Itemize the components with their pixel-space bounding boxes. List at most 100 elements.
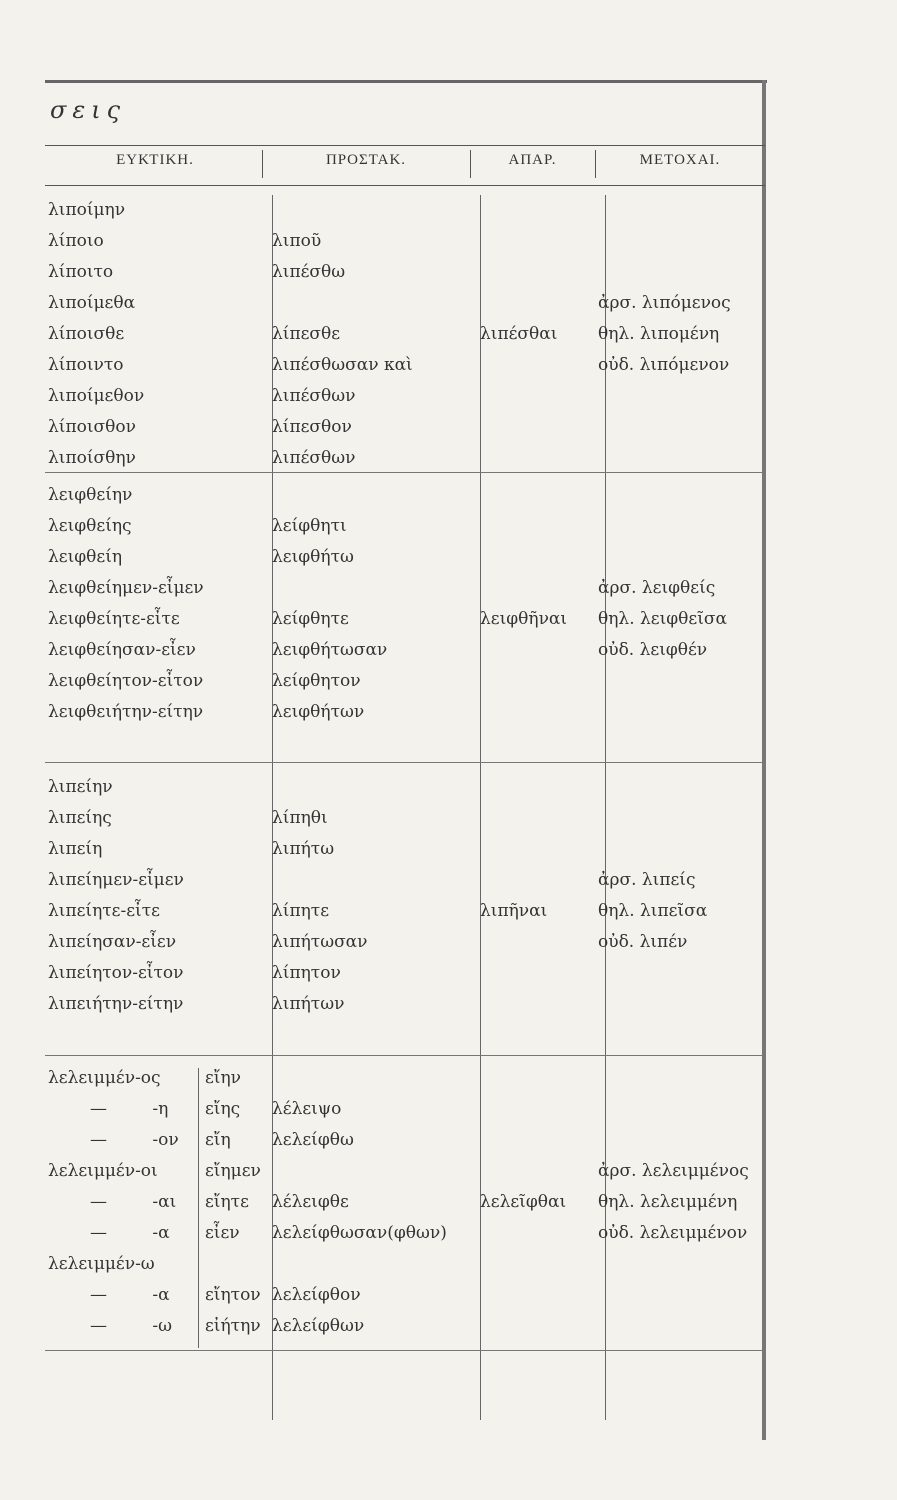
cell-opt2: εἰήτην — [205, 1316, 261, 1336]
cell-opt2: εἴη — [205, 1130, 231, 1150]
column-divider — [470, 150, 471, 178]
cell-opt: λίποισθε — [48, 324, 125, 344]
section-rule — [45, 472, 765, 473]
column-header: ΕΥΚΤΙΚΗ. — [116, 152, 194, 168]
cell-part: θηλ. λειφθεῖσα — [598, 609, 727, 629]
cell-imp: λιποῦ — [272, 231, 322, 251]
cell-opt: λίποιο — [48, 231, 104, 251]
cell-opt: λιποίσθην — [48, 448, 136, 468]
cell-imp: λιπήτω — [272, 839, 335, 859]
cell-part: θηλ. λιπομένη — [598, 324, 720, 344]
cell-opt: λειφθείης — [48, 516, 132, 536]
cell-imp: λιπέσθωσαν καὶ — [272, 355, 413, 375]
cell-imp: λελείφθων — [272, 1316, 365, 1336]
cell-opt: λιπείης — [48, 808, 112, 828]
cell-opt: λειφθείησαν-εἶεν — [48, 640, 196, 660]
cell-imp: λιπήτων — [272, 994, 345, 1014]
cell-imp: λιπέσθω — [272, 262, 346, 282]
cell-part: οὐδ. λιπέν — [598, 932, 688, 952]
column-header: ΑΠΑΡ. — [508, 152, 557, 168]
cell-opt2: εἴην — [205, 1068, 241, 1088]
cell-opt2: εἴητον — [205, 1285, 261, 1305]
cell-part: ἀρσ. λιπείς — [598, 870, 696, 890]
cell-opt: λειφθείη — [48, 547, 123, 567]
cell-imp: λέλειψο — [272, 1099, 342, 1119]
cell-opt: — -ω — [90, 1316, 173, 1336]
rule — [45, 145, 765, 146]
rule — [45, 185, 765, 186]
cell-opt: λιποίμεθον — [48, 386, 145, 406]
cell-imp: λειφθήτω — [272, 547, 354, 567]
cell-inf: λιπῆναι — [480, 901, 548, 921]
column-header: ΜΕΤΟΧΑΙ. — [639, 152, 721, 168]
cell-opt: — -α — [90, 1285, 170, 1305]
cell-opt: — -αι — [90, 1192, 177, 1212]
cell-imp: λειφθήτωσαν — [272, 640, 388, 660]
cell-imp: λείφθητον — [272, 671, 361, 691]
cell-imp: λιπήτωσαν — [272, 932, 368, 952]
cell-opt: λειφθείημεν-εἶμεν — [48, 578, 204, 598]
cell-imp: λίπητε — [272, 901, 330, 921]
cell-opt: λιποίμην — [48, 200, 126, 220]
cell-opt: λελειμμέν-ος — [48, 1068, 161, 1088]
section-rule — [45, 1055, 765, 1056]
cell-imp: λίπεσθε — [272, 324, 341, 344]
cell-imp: λίπητον — [272, 963, 341, 983]
cell-opt: λιπείην — [48, 777, 113, 797]
cell-imp: λέλειφθε — [272, 1192, 349, 1212]
cell-opt: λειφθείητε-εἶτε — [48, 609, 180, 629]
cell-opt2: εἴημεν — [205, 1161, 261, 1181]
cell-opt: λειφθείην — [48, 485, 133, 505]
cell-part: οὐδ. λειφθέν — [598, 640, 708, 660]
cell-imp: λίπεσθον — [272, 417, 352, 437]
cell-imp: λειφθήτων — [272, 702, 365, 722]
section-rule — [45, 762, 765, 763]
cell-opt: — -α — [90, 1223, 170, 1243]
cell-opt: λιπείητον-εἶτον — [48, 963, 184, 983]
cell-inf: λειφθῆναι — [480, 609, 568, 629]
cell-opt: λιπείησαν-εἶεν — [48, 932, 177, 952]
cell-imp: λιπέσθων — [272, 448, 356, 468]
cell-imp: λείφθητε — [272, 609, 349, 629]
cell-opt: λελειμμέν-οι — [48, 1161, 158, 1181]
header-title: σεις — [50, 96, 127, 124]
cell-part: θηλ. λιπεῖσα — [598, 901, 708, 921]
section-rule — [45, 1350, 765, 1351]
cell-opt: λιπειήτην-είτην — [48, 994, 184, 1014]
cell-part: θηλ. λελειμμένη — [598, 1192, 738, 1212]
cell-opt: λιποίμεθα — [48, 293, 136, 313]
right-edge — [762, 80, 766, 1440]
brace-line — [198, 1068, 199, 1348]
cell-opt: — -η — [90, 1099, 169, 1119]
column-divider — [262, 150, 263, 178]
cell-part: ἀρσ. λειφθείς — [598, 578, 716, 598]
column-divider — [480, 195, 481, 1420]
cell-imp: λιπέσθων — [272, 386, 356, 406]
cell-opt: λειφθειήτην-είτην — [48, 702, 204, 722]
cell-imp: λίπηθι — [272, 808, 328, 828]
cell-opt: λελειμμέν-ω — [48, 1254, 155, 1274]
cell-part: οὐδ. λιπόμενον — [598, 355, 730, 375]
cell-opt: λειφθείητον-εἶτον — [48, 671, 204, 691]
cell-opt: λίποιντο — [48, 355, 124, 375]
cell-part: οὐδ. λελειμμένον — [598, 1223, 748, 1243]
cell-inf: λελεῖφθαι — [480, 1192, 567, 1212]
cell-opt2: εἶεν — [205, 1223, 240, 1243]
cell-opt: λίποισθον — [48, 417, 136, 437]
cell-opt: λιπείητε-εἶτε — [48, 901, 160, 921]
cell-opt: λιπείη — [48, 839, 103, 859]
cell-imp: λελείφθω — [272, 1130, 354, 1150]
column-header: ΠΡΟΣΤΑΚ. — [325, 152, 407, 168]
cell-imp: λελείφθωσαν(φθων) — [272, 1223, 447, 1243]
column-divider — [605, 195, 606, 1420]
cell-opt: λίποιτο — [48, 262, 114, 282]
cell-opt: λιπείημεν-εἶμεν — [48, 870, 184, 890]
cell-imp: λελείφθον — [272, 1285, 361, 1305]
column-divider — [272, 195, 273, 1420]
cell-opt2: εἴητε — [205, 1192, 249, 1212]
cell-opt2: εἴης — [205, 1099, 241, 1119]
top-rule — [45, 80, 767, 83]
cell-imp: λείφθητι — [272, 516, 347, 536]
cell-inf: λιπέσθαι — [480, 324, 558, 344]
